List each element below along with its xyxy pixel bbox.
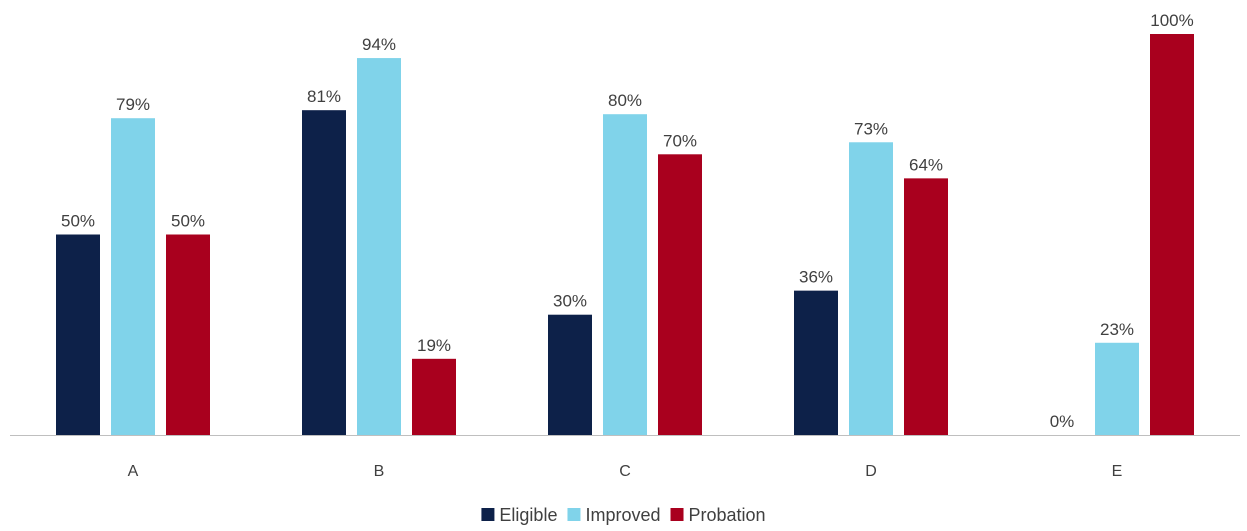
data-label-probation-e: 100% — [1150, 11, 1193, 30]
legend-label-improved: Improved — [585, 505, 660, 525]
data-label-improved-e: 23% — [1100, 320, 1134, 339]
bar-probation-a — [166, 234, 210, 435]
bar-eligible-a — [56, 234, 100, 435]
data-label-eligible-a: 50% — [61, 212, 95, 231]
legend-item-eligible: Eligible — [481, 505, 557, 525]
data-labels-layer: 50% 79% 50% 81% 94% 19% 30% 80% 70% 36% 73% 64% 0% 23… — [61, 11, 1194, 431]
bar-improved-d — [849, 142, 893, 435]
legend-item-improved: Improved — [567, 505, 661, 525]
data-label-eligible-b: 81% — [307, 87, 341, 106]
legend-swatch-eligible — [481, 508, 495, 521]
data-label-eligible-d: 36% — [799, 268, 833, 287]
bar-probation-d — [904, 178, 948, 436]
data-label-probation-a: 50% — [171, 212, 205, 231]
data-label-improved-c: 80% — [608, 91, 642, 110]
data-label-eligible-c: 30% — [553, 292, 587, 311]
bar-eligible-b — [302, 110, 346, 435]
bar-eligible-c — [548, 314, 592, 435]
legend-label-eligible: Eligible — [499, 505, 557, 525]
bars-layer — [56, 34, 1194, 436]
data-label-probation-d: 64% — [909, 155, 943, 174]
bar-improved-e — [1095, 342, 1139, 435]
bar-eligible-d — [794, 290, 838, 435]
data-label-probation-c: 70% — [663, 131, 697, 150]
data-label-improved-a: 79% — [116, 95, 150, 114]
data-label-improved-b: 94% — [362, 35, 396, 54]
x-tick-label-c: C — [619, 463, 631, 480]
bar-probation-b — [412, 358, 456, 435]
legend-item-probation: Probation — [670, 505, 766, 525]
data-label-improved-d: 73% — [854, 119, 888, 138]
bar-probation-e — [1150, 34, 1194, 435]
x-tick-labels: A B C D E — [128, 463, 1123, 480]
data-label-probation-b: 19% — [417, 336, 451, 355]
bar-probation-c — [658, 154, 702, 436]
bar-improved-c — [603, 114, 647, 435]
legend-swatch-improved — [567, 508, 581, 521]
bar-improved-b — [357, 58, 401, 436]
bar-improved-a — [111, 118, 155, 436]
legend-swatch-probation — [670, 508, 684, 521]
legend-label-probation: Probation — [689, 505, 766, 525]
x-tick-label-a: A — [128, 463, 139, 480]
data-label-eligible-e: 0% — [1050, 412, 1075, 431]
x-tick-label-b: B — [374, 463, 385, 480]
x-tick-label-e: E — [1112, 463, 1123, 480]
legend: Eligible Improved Probation — [481, 505, 766, 525]
x-tick-label-d: D — [865, 463, 877, 480]
